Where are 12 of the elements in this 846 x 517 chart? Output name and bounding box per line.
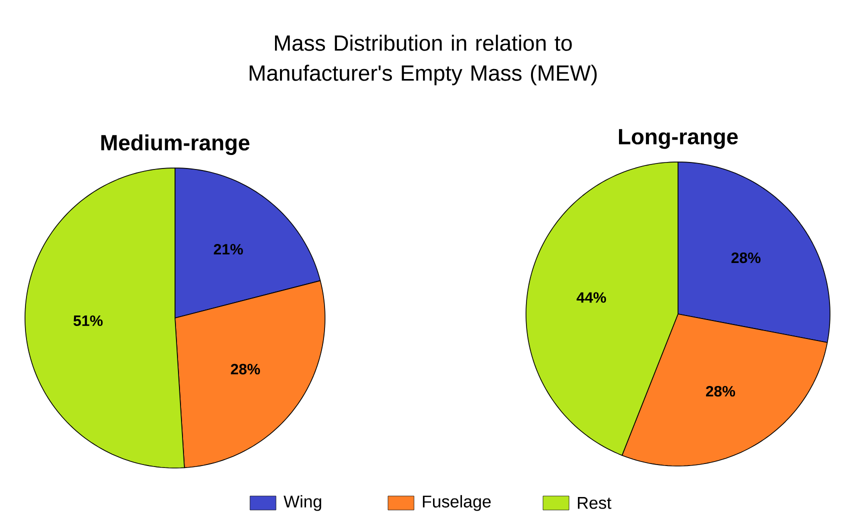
data-label: 44%: [576, 292, 606, 303]
data-label: 28%: [731, 252, 761, 264]
data-label: 28%: [230, 364, 260, 374]
text: Mass Distribution in relation to Manufacturer's Empty Mass (MEW): [250, 34, 597, 86]
legend-label: Wing: [284, 495, 322, 511]
data-label: 51%: [73, 315, 103, 326]
chart-title: Long-range: [618, 129, 738, 149]
data-label: 21%: [214, 244, 243, 255]
legend-label: Fuselage: [422, 495, 491, 511]
data-label: 28%: [706, 386, 736, 397]
chart-title: Medium-range: [101, 134, 250, 155]
legend-label: Rest: [578, 497, 612, 509]
